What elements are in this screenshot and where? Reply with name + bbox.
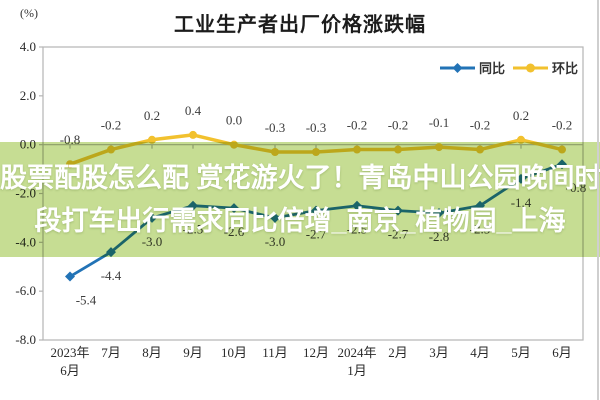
svg-text:2024年: 2024年	[337, 345, 376, 360]
svg-text:-0.2: -0.2	[101, 118, 122, 133]
svg-text:-4.4: -4.4	[101, 268, 122, 283]
svg-text:-0.2: -0.2	[347, 118, 368, 133]
svg-text:-0.3: -0.3	[306, 120, 327, 135]
svg-text:0.2: 0.2	[144, 108, 160, 123]
svg-text:-0.2: -0.2	[388, 118, 409, 133]
legend-item-mom: 环比	[513, 61, 578, 76]
window-edge-line	[597, 0, 599, 400]
svg-text:2月: 2月	[388, 345, 408, 360]
svg-text:4月: 4月	[470, 345, 490, 360]
svg-text:-0.2: -0.2	[552, 118, 573, 133]
svg-text:1月: 1月	[347, 363, 367, 378]
svg-text:-8.0: -8.0	[15, 332, 36, 347]
svg-text:4.0: 4.0	[20, 39, 36, 54]
svg-text:-5.4: -5.4	[76, 293, 97, 308]
svg-text:6月: 6月	[60, 363, 80, 378]
svg-text:3月: 3月	[429, 345, 449, 360]
svg-text:8月: 8月	[142, 345, 162, 360]
headline-line-2: 段打车出行需求同比倍增_南京_植物园_上海	[34, 205, 566, 236]
svg-text:10月: 10月	[221, 345, 247, 360]
y-axis-unit-label: (%)	[20, 6, 38, 20]
svg-text:0.4: 0.4	[185, 103, 202, 118]
svg-text:2.0: 2.0	[20, 88, 36, 103]
svg-text:-6.0: -6.0	[15, 283, 36, 298]
svg-text:7月: 7月	[101, 345, 121, 360]
svg-text:6月: 6月	[552, 345, 572, 360]
legend: 同比 环比	[440, 61, 578, 76]
svg-text:同比: 同比	[479, 61, 505, 76]
svg-text:12月: 12月	[303, 345, 329, 360]
svg-text:0.2: 0.2	[513, 108, 529, 123]
svg-text:-0.1: -0.1	[429, 115, 450, 130]
x-axis-labels: 2023年 6月 7月 8月 9月 10月 11月 12月 2024年 1月 2月 3月 4月 5月 6月	[50, 345, 571, 378]
svg-text:-0.2: -0.2	[470, 118, 491, 133]
headline-line-1: 股票配股怎么配 赏花游火了！青岛中山公园晚间时	[0, 162, 600, 193]
headline-banner: 股票配股怎么配 赏花游火了！青岛中山公园晚间时 段打车出行需求同比倍增_南京_植…	[0, 142, 600, 257]
svg-text:环比: 环比	[552, 61, 578, 76]
svg-text:5月: 5月	[511, 345, 531, 360]
svg-text:0.0: 0.0	[226, 113, 242, 128]
svg-text:2023年: 2023年	[50, 345, 89, 360]
mom-data-labels: -0.8-0.20.2 0.40.0 -0.3 -0.3 -0.2 -0.2 -0.1 -0.…	[60, 103, 573, 147]
headline-banner-background	[0, 142, 600, 257]
legend-item-yoy: 同比	[440, 61, 505, 76]
svg-text:-0.3: -0.3	[265, 120, 286, 135]
svg-text:9月: 9月	[183, 345, 203, 360]
svg-text:11月: 11月	[262, 345, 288, 360]
chart-title: 工业生产者出厂价格涨跌幅	[174, 14, 426, 36]
